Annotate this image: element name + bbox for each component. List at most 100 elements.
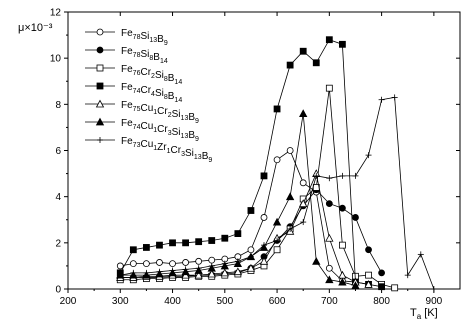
legend: Fe78Si13B9Fe78Si8B14Fe76Cr2Si8B14Fe74Cr4… [85, 28, 212, 164]
y-tick-label: 0 [55, 285, 61, 296]
x-tick-label: 800 [373, 296, 390, 307]
legend-entry-5: Fe75Cu1Cr2Si13B9 [85, 99, 199, 125]
point [247, 246, 255, 254]
point [182, 266, 189, 273]
point [364, 280, 373, 288]
ticks: 200 300 400 500 600 700 800 900 0 2 4 6 8 10 12 [50, 8, 460, 307]
legend-label: Fe78Si8B14 [121, 46, 168, 65]
legend-label: Fe75Cu1Cr2Si13B9 [121, 100, 199, 125]
point [221, 260, 228, 267]
point [116, 262, 124, 270]
x-tick-label: 300 [112, 296, 129, 307]
x-tick-label: 400 [164, 296, 181, 307]
series-7 [117, 94, 437, 292]
point [261, 242, 267, 249]
point [430, 286, 437, 292]
point [194, 270, 203, 279]
point [117, 272, 124, 279]
point [338, 270, 347, 279]
point [325, 36, 333, 44]
point [286, 61, 294, 69]
point [299, 179, 307, 187]
legend-entry-1: Fe78Si13B9 [85, 28, 168, 47]
point [299, 199, 308, 207]
point [313, 172, 320, 179]
point [129, 246, 137, 254]
series-5 [116, 169, 373, 288]
point [404, 272, 411, 279]
x-tick-label: 700 [321, 296, 338, 307]
point [351, 281, 360, 289]
point [325, 264, 333, 272]
point [338, 204, 346, 212]
point [95, 117, 105, 126]
point [156, 241, 163, 249]
point [299, 47, 307, 55]
point [378, 269, 386, 277]
point [287, 225, 294, 232]
point [96, 46, 104, 54]
point [97, 137, 103, 143]
point [300, 219, 307, 226]
point [95, 99, 105, 108]
point [274, 237, 281, 244]
point [142, 260, 150, 268]
point [391, 94, 398, 101]
x-tick-label: 600 [269, 296, 286, 307]
point [233, 267, 243, 276]
point [247, 207, 255, 214]
point [129, 260, 137, 268]
legend-label: Fe73Cu1Zr1Cr3Si13B9 [121, 136, 212, 164]
point [208, 256, 216, 264]
y-tick-label: 12 [50, 8, 62, 19]
point [352, 214, 359, 221]
point [182, 239, 190, 247]
legend-entry-2: Fe78Si8B14 [85, 46, 168, 65]
point [325, 200, 333, 207]
x-tick-label: 900 [426, 296, 443, 307]
point [338, 40, 346, 48]
point [169, 239, 176, 247]
point [312, 59, 320, 67]
legend-entry-4: Fe74Cr4Si8B14 [85, 82, 182, 104]
point [272, 217, 282, 226]
point [365, 246, 372, 254]
point [285, 192, 295, 201]
point [143, 269, 150, 276]
point [325, 84, 333, 92]
point [96, 82, 104, 90]
point [286, 147, 294, 154]
point [247, 253, 254, 260]
point [338, 277, 347, 286]
point [96, 64, 104, 72]
point [169, 260, 176, 268]
legend-label: Fe74Cu1Cr3Si13B9 [121, 118, 199, 143]
point [182, 259, 190, 266]
point [273, 246, 281, 254]
point [365, 152, 372, 159]
point [207, 269, 216, 278]
point [338, 241, 346, 249]
point [130, 269, 137, 276]
point [273, 105, 281, 113]
point [195, 257, 203, 265]
point [234, 258, 241, 265]
y-tick-label: 10 [50, 54, 62, 65]
point [208, 237, 216, 244]
point [259, 256, 269, 265]
point [378, 96, 385, 103]
x-tick-label: 500 [216, 296, 233, 307]
legend-label: Fe78Si13B9 [121, 28, 168, 47]
point [417, 251, 424, 258]
legend-label: Fe76Cr2Si8B14 [121, 64, 182, 86]
point [325, 233, 334, 242]
point [326, 175, 333, 182]
y-tick-label: 4 [55, 192, 61, 203]
point [208, 262, 215, 269]
legend-entry-3: Fe76Cr2Si8B14 [85, 64, 182, 86]
x-axis-label: Ta [K] [410, 307, 438, 321]
point [299, 109, 308, 117]
point [195, 265, 202, 272]
point [142, 244, 150, 251]
